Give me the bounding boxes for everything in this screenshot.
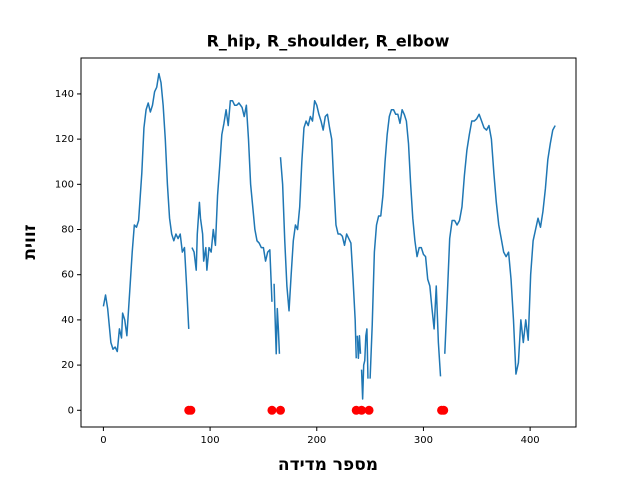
- y-axis-label: זווית: [20, 224, 40, 259]
- y-tick-label: 100: [55, 179, 74, 190]
- x-tick-label: 200: [307, 435, 326, 446]
- axes-frame: [80, 57, 577, 428]
- data-point: [364, 405, 374, 415]
- x-axis-label: מספר מדידה: [278, 455, 378, 475]
- y-tick-label: 40: [61, 315, 74, 326]
- data-point: [267, 405, 277, 415]
- data-point: [186, 405, 196, 415]
- x-tick-label: 0: [100, 435, 106, 446]
- data-point: [439, 405, 449, 415]
- y-tick-label: 80: [61, 225, 74, 236]
- y-tick-label: 120: [55, 134, 74, 145]
- chart-title: R_hip, R_shoulder, R_elbow: [207, 32, 450, 51]
- data-line: [102, 72, 556, 400]
- x-tick-label: 300: [414, 435, 433, 446]
- data-point: [357, 405, 367, 415]
- data-point: [275, 405, 285, 415]
- y-tick-label: 0: [68, 405, 74, 416]
- y-tick-label: 140: [55, 89, 74, 100]
- x-tick-label: 400: [521, 435, 540, 446]
- y-tick-label: 60: [61, 270, 74, 281]
- x-tick-label: 100: [201, 435, 220, 446]
- y-tick-label: 20: [61, 360, 74, 371]
- plot-area: [102, 72, 556, 415]
